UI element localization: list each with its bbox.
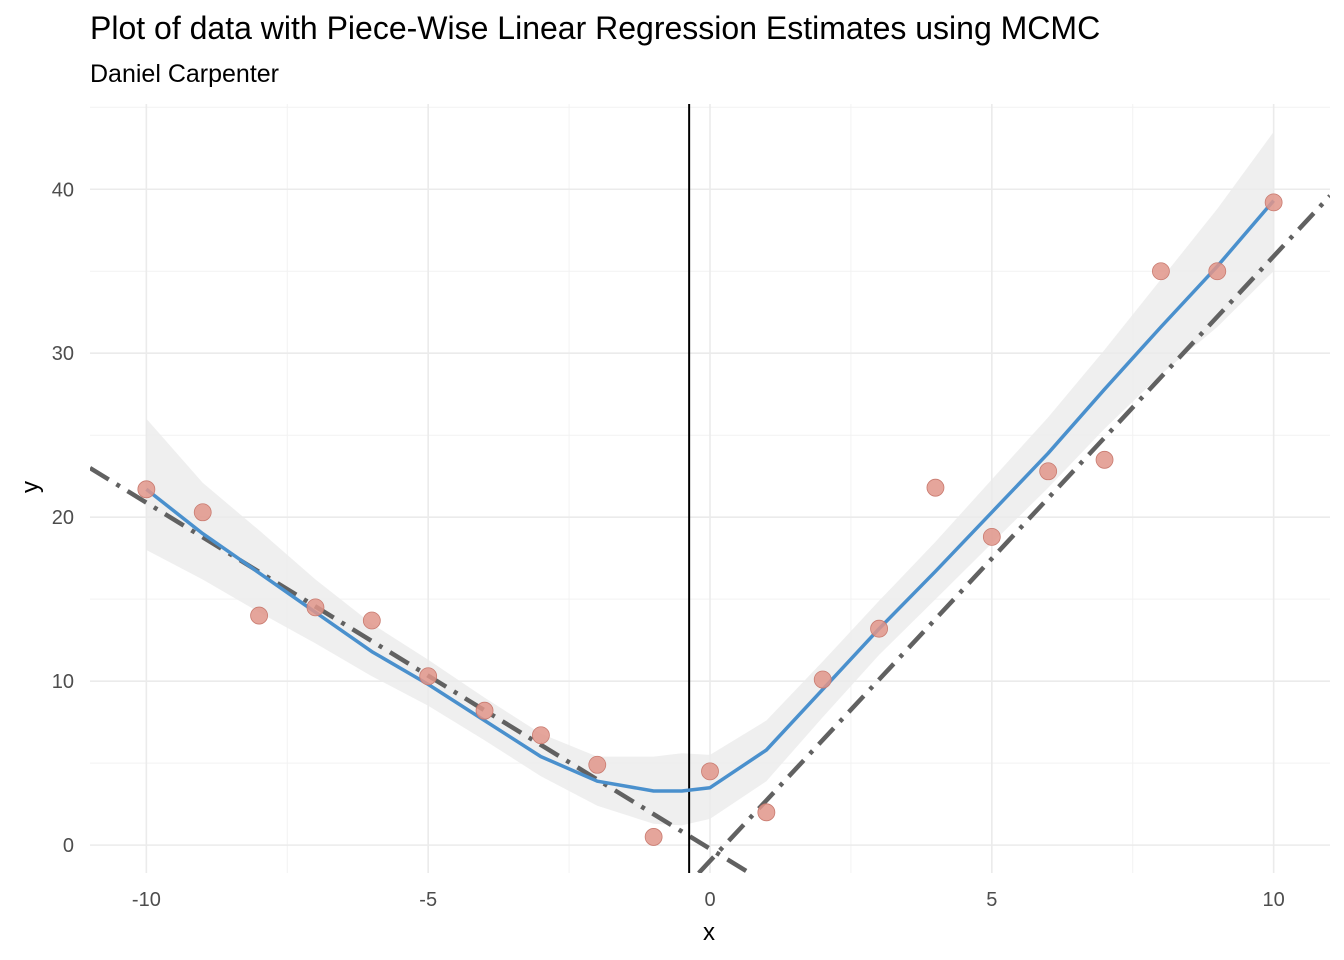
smooth-line <box>145 199 1275 793</box>
data-point <box>870 619 888 638</box>
x-tick-label: -10 <box>132 889 161 911</box>
data-point <box>419 667 438 686</box>
chart-title: Plot of data with Piece-Wise Linear Regr… <box>90 10 1101 46</box>
data-points <box>137 193 1283 846</box>
x-tick-label: -5 <box>419 889 437 911</box>
y-tick-label: 40 <box>52 179 74 201</box>
y-tick-label: 0 <box>63 835 74 857</box>
x-tick-label: 0 <box>704 889 715 911</box>
data-point <box>1095 450 1114 469</box>
x-axis-title: x <box>703 919 715 946</box>
smooth-path <box>145 199 1275 793</box>
data-point <box>475 701 494 720</box>
data-point <box>1264 193 1283 212</box>
x-tick-label: 5 <box>986 889 997 911</box>
y-tick-label: 30 <box>52 343 74 365</box>
data-point <box>982 527 1001 546</box>
y-axis-title: y <box>17 481 44 493</box>
y-tick-label: 10 <box>52 671 74 693</box>
data-point <box>644 828 663 846</box>
data-point <box>193 503 212 522</box>
data-point <box>1039 462 1058 481</box>
x-tick-label: 10 <box>1263 889 1285 911</box>
y-tick-label: 20 <box>52 507 74 529</box>
y-axis-ticks: 0 10 20 30 40 <box>52 179 74 857</box>
data-point <box>588 755 607 774</box>
data-point <box>1152 262 1170 281</box>
regression-segment-1 <box>90 466 751 873</box>
x-axis-ticks: -10 -5 0 5 10 <box>132 889 1285 911</box>
data-point <box>757 803 776 822</box>
data-point <box>362 611 381 630</box>
data-point <box>532 726 550 745</box>
data-point <box>926 478 945 497</box>
data-point <box>306 598 325 617</box>
data-point <box>137 480 156 499</box>
regression-segments <box>90 194 1330 873</box>
data-point <box>250 606 268 625</box>
data-point <box>701 762 719 781</box>
data-point <box>813 670 832 689</box>
chart-subtitle: Daniel Carpenter <box>90 60 279 88</box>
data-point <box>1208 262 1227 281</box>
